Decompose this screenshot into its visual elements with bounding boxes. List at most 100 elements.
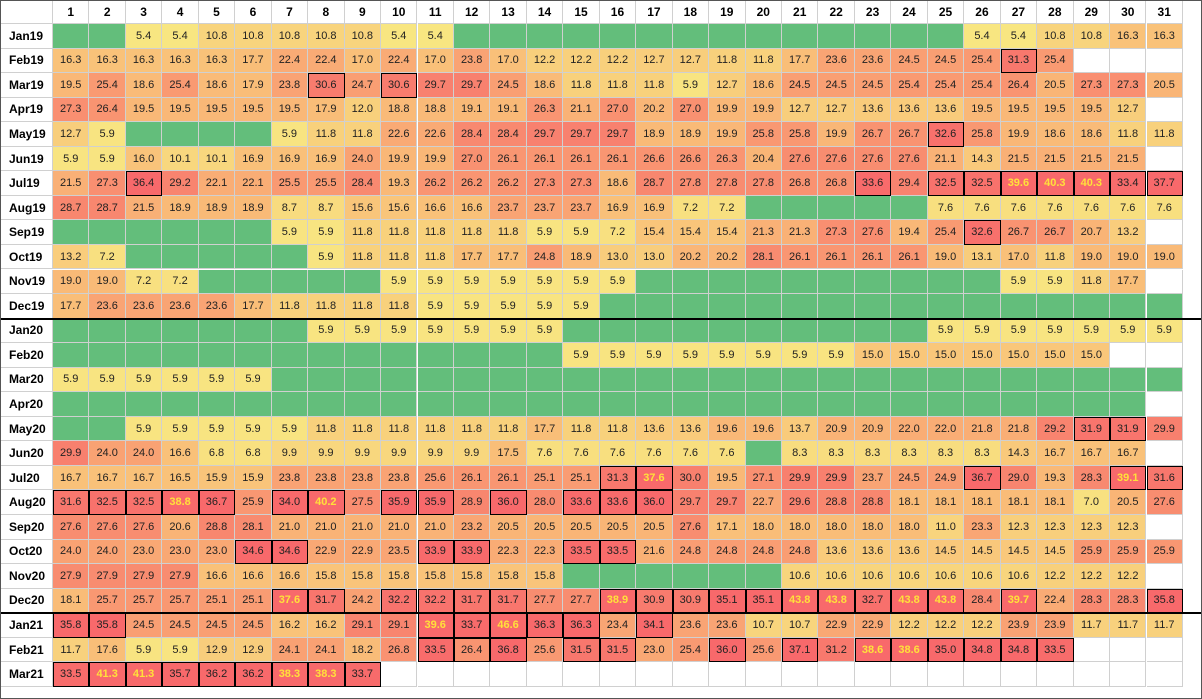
table-cell [1146, 294, 1183, 319]
table-cell: 36.3 [526, 613, 564, 638]
table-cell [453, 24, 491, 49]
table-cell [308, 269, 345, 295]
table-cell: 39.1 [1110, 465, 1147, 491]
table-cell: 8.7 [308, 195, 345, 221]
table-cell: 21.0 [308, 515, 345, 540]
table-cell: 16.9 [599, 195, 637, 221]
table-cell: 33.5 [417, 637, 454, 663]
table-cell: 46.6 [490, 613, 527, 638]
table-cell: 32.6 [927, 122, 965, 147]
table-cell: 15.8 [417, 564, 454, 589]
table-cell: 22.4 [381, 48, 418, 74]
table-cell: 25.4 [964, 48, 1001, 74]
table-cell [198, 343, 236, 368]
row-label-month: Apr20 [0, 392, 53, 417]
table-cell: 22.4 [308, 48, 345, 74]
table-cell: 19.0 [927, 244, 965, 270]
table-cell [308, 343, 345, 368]
table-cell: 31.7 [490, 588, 527, 614]
row-label-month: Aug20 [0, 490, 53, 515]
table-cell: 28.4 [964, 588, 1001, 614]
table-cell: 26.4 [1000, 73, 1038, 98]
table-cell: 17.6 [89, 637, 126, 663]
table-cell: 25.7 [162, 588, 199, 614]
table-cell: 27.0 [599, 97, 637, 123]
table-cell [198, 269, 236, 295]
table-cell: 33.5 [1037, 637, 1074, 663]
table-cell: 5.9 [1000, 269, 1038, 295]
table-cell: 12.0 [344, 97, 382, 123]
table-cell [1146, 269, 1183, 295]
table-cell [490, 343, 527, 368]
table-cell: 11.8 [1073, 269, 1111, 295]
table-cell: 13.6 [854, 97, 892, 123]
table-cell: 5.9 [636, 343, 673, 368]
table-cell: 36.2 [235, 662, 272, 687]
table-cell: 23.5 [381, 539, 418, 565]
table-cell: 24.8 [526, 244, 564, 270]
table-cell: 10.8 [235, 24, 272, 49]
table-cell: 13.6 [636, 416, 673, 442]
table-cell: 36.4 [125, 171, 163, 196]
table-cell [381, 367, 418, 393]
column-header-day: 7 [271, 0, 309, 24]
table-cell: 13.7 [782, 416, 819, 442]
table-cell: 19.5 [1037, 97, 1074, 123]
table-cell [344, 392, 382, 417]
table-cell [672, 294, 710, 319]
table-cell: 5.9 [490, 269, 527, 295]
table-cell: 21.8 [964, 416, 1001, 442]
table-cell: 31.5 [563, 637, 600, 663]
table-cell [53, 318, 90, 344]
table-cell [526, 367, 564, 393]
table-cell: 27.6 [854, 220, 892, 245]
table-cell: 19.6 [709, 416, 746, 442]
table-cell: 26.4 [453, 637, 491, 663]
table-cell [563, 367, 600, 393]
table-cell: 22.9 [344, 539, 382, 565]
table-cell: 12.7 [782, 97, 819, 123]
table-cell: 18.1 [927, 490, 965, 515]
table-cell: 25.6 [745, 637, 782, 663]
table-cell: 24.5 [854, 73, 892, 98]
table-cell: 7.6 [1037, 195, 1074, 221]
table-cell: 17.7 [490, 244, 527, 270]
table-cell: 20.6 [162, 515, 199, 540]
table-cell: 21.3 [745, 220, 782, 245]
column-header-day: 10 [381, 0, 418, 24]
table-cell: 25.9 [1110, 539, 1147, 565]
table-cell: 28.7 [636, 171, 673, 196]
table-cell: 7.6 [1146, 195, 1183, 221]
table-cell: 35.0 [927, 637, 965, 663]
table-cell [891, 662, 928, 687]
table-cell: 32.5 [964, 171, 1001, 196]
table-cell: 26.4 [89, 97, 126, 123]
table-cell [1037, 367, 1074, 393]
table-cell [854, 662, 892, 687]
table-cell [453, 343, 491, 368]
table-cell [125, 343, 163, 368]
table-cell [417, 392, 454, 417]
table-cell: 34.8 [1000, 637, 1038, 663]
table-cell: 26.1 [526, 146, 564, 172]
table-cell: 11.7 [53, 637, 90, 663]
table-cell: 26.7 [854, 122, 892, 147]
table-cell: 22.4 [1037, 588, 1074, 614]
column-header-day: 8 [308, 0, 345, 24]
table-cell [162, 392, 199, 417]
table-cell: 27.6 [53, 515, 90, 540]
table-cell: 25.9 [1073, 539, 1111, 565]
table-cell [672, 24, 710, 49]
table-cell: 17.0 [344, 48, 382, 74]
table-cell: 26.8 [818, 171, 855, 196]
table-cell [599, 24, 637, 49]
table-cell: 23.2 [453, 515, 491, 540]
table-cell: 15.4 [672, 220, 710, 245]
table-cell [1146, 220, 1183, 245]
table-cell: 32.5 [89, 490, 126, 515]
table-cell: 31.7 [453, 588, 491, 614]
table-cell [271, 269, 309, 295]
column-header-day: 5 [198, 0, 236, 24]
table-cell: 15.8 [490, 564, 527, 589]
table-cell: 10.6 [1000, 564, 1038, 589]
